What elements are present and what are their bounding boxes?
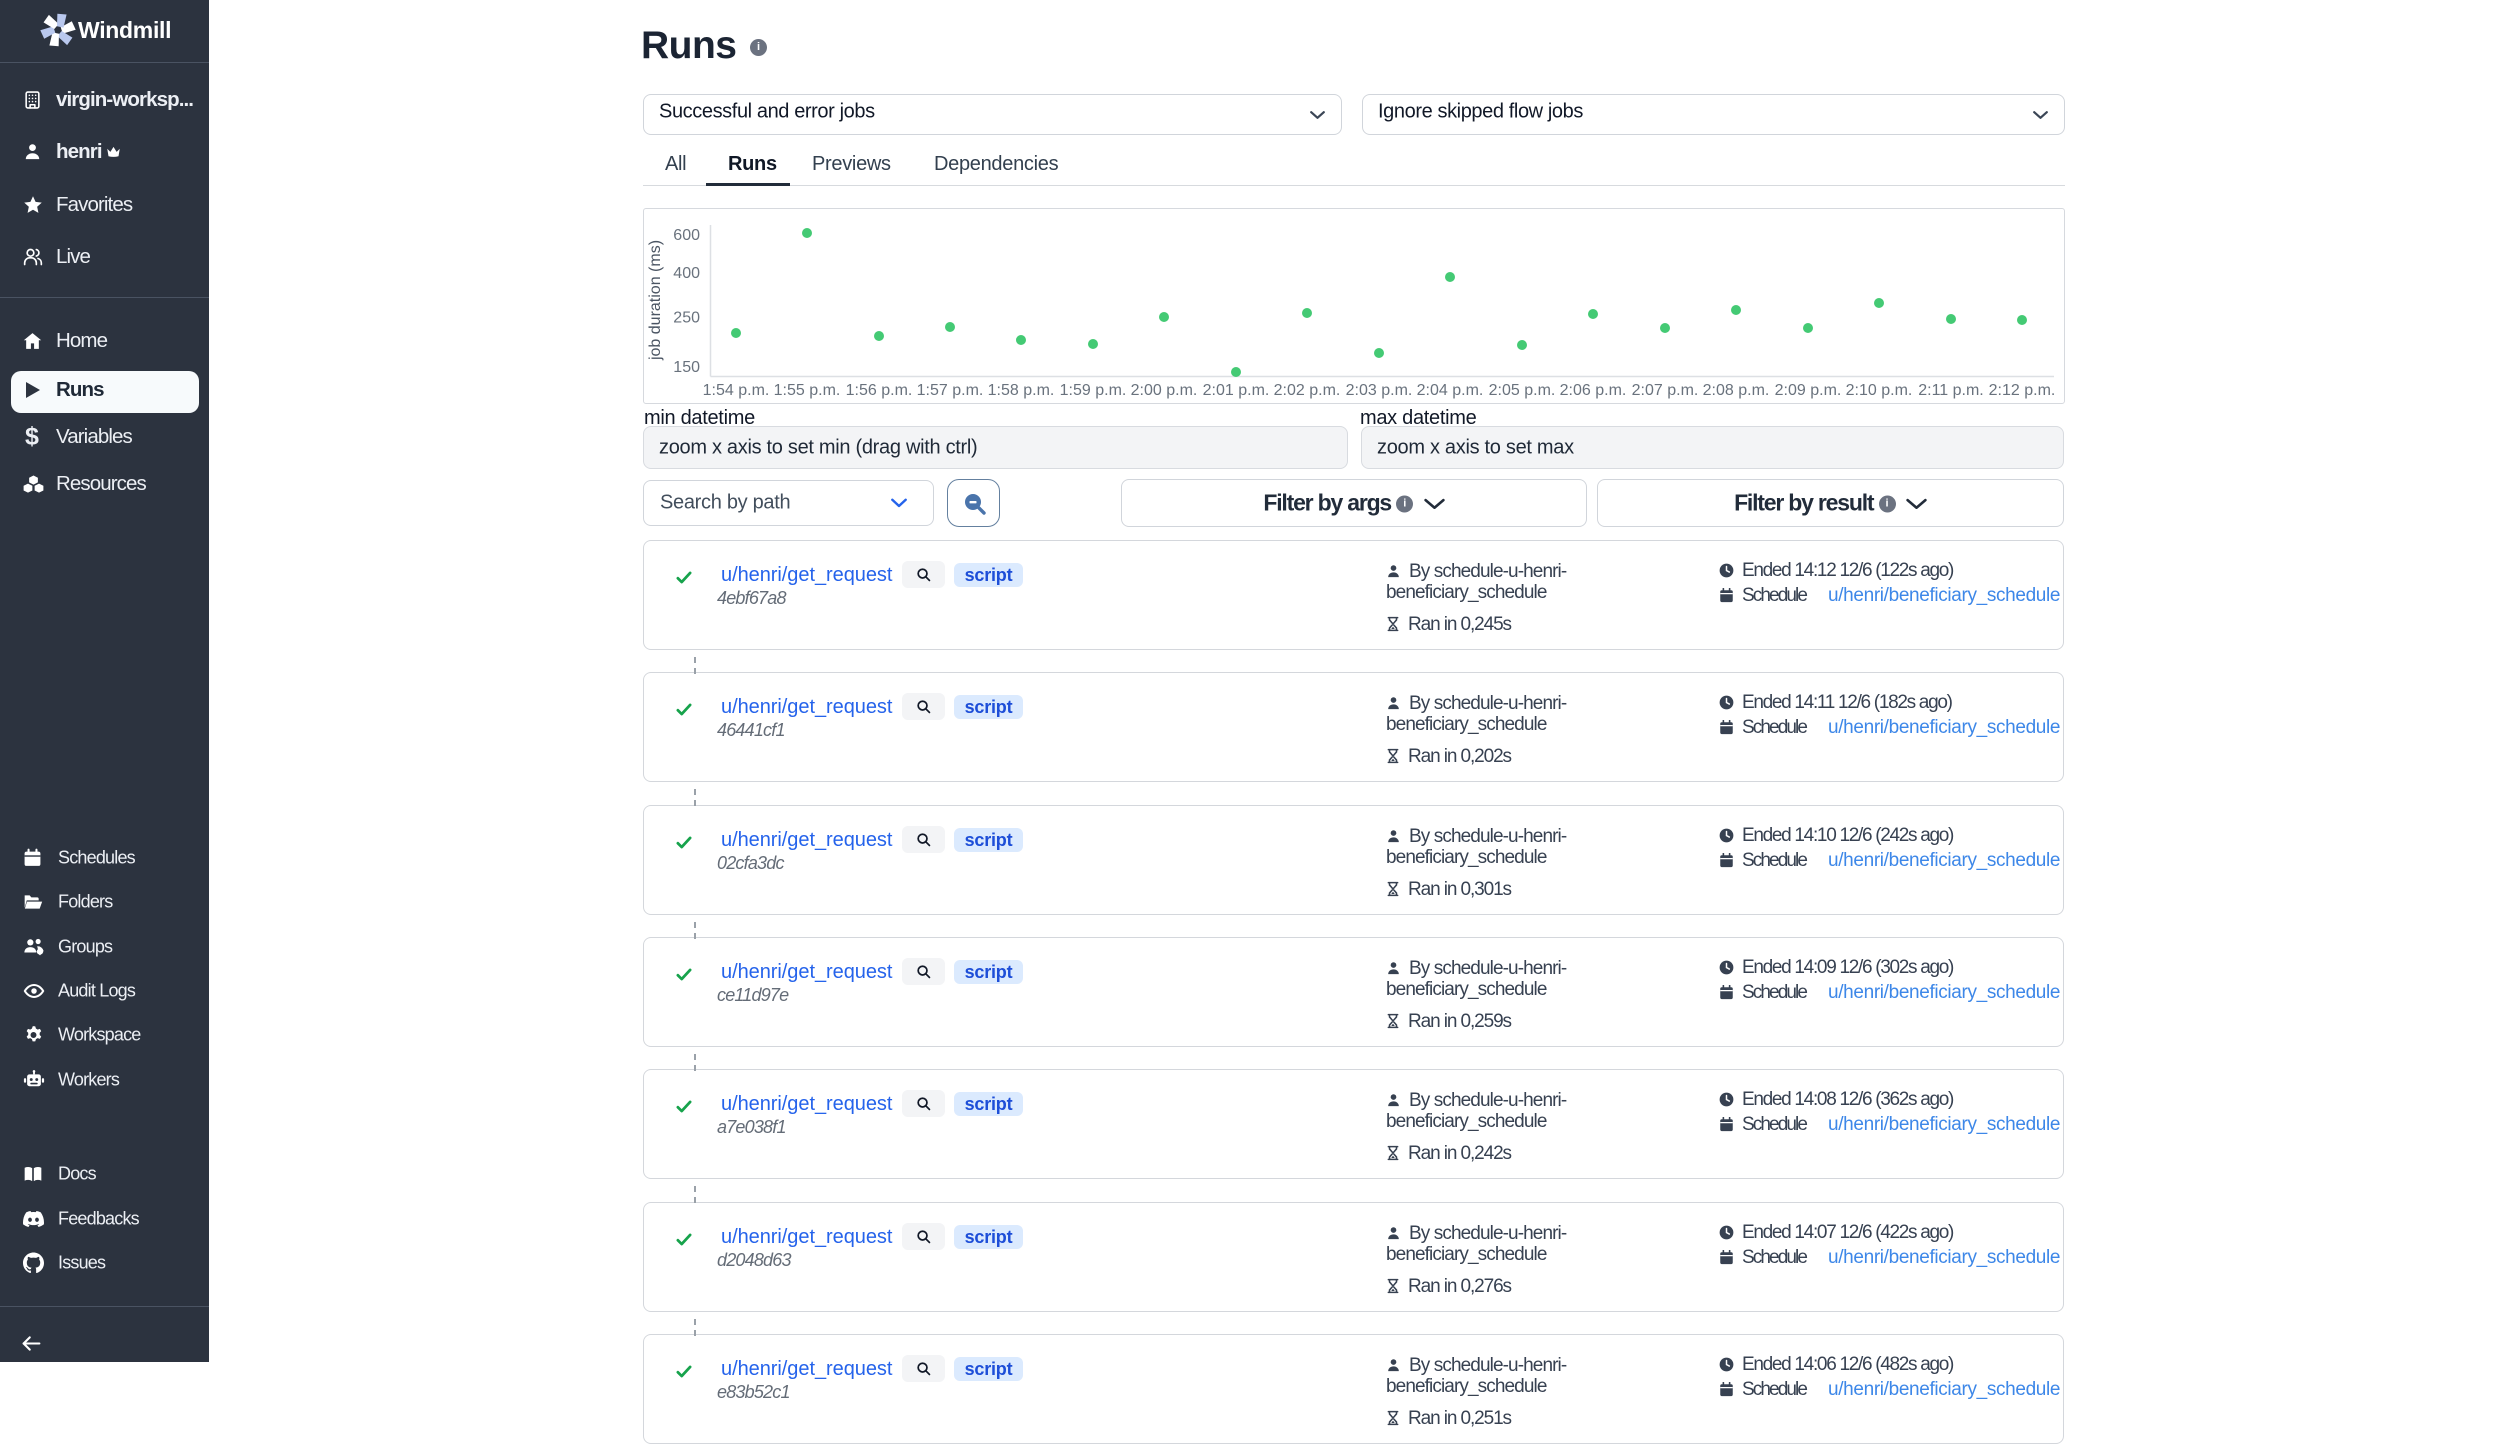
svg-text:250: 250 bbox=[673, 310, 700, 327]
svg-text:2:08 p.m.: 2:08 p.m. bbox=[1703, 382, 1770, 399]
svg-text:2:02 p.m.: 2:02 p.m. bbox=[1274, 382, 1341, 399]
svg-text:2:12 p.m.: 2:12 p.m. bbox=[1989, 382, 2056, 399]
svg-text:2:00 p.m.: 2:00 p.m. bbox=[1131, 382, 1198, 399]
svg-text:1:58 p.m.: 1:58 p.m. bbox=[988, 382, 1055, 399]
svg-text:2:09 p.m.: 2:09 p.m. bbox=[1775, 382, 1842, 399]
svg-text:1:59 p.m.: 1:59 p.m. bbox=[1060, 382, 1127, 399]
svg-text:2:11 p.m.: 2:11 p.m. bbox=[1918, 382, 1984, 399]
svg-text:2:07 p.m.: 2:07 p.m. bbox=[1632, 382, 1699, 399]
svg-text:2:01 p.m.: 2:01 p.m. bbox=[1203, 382, 1270, 399]
svg-text:job duration (ms): job duration (ms) bbox=[647, 240, 664, 361]
svg-text:1:55 p.m.: 1:55 p.m. bbox=[774, 382, 841, 399]
svg-text:600: 600 bbox=[673, 227, 700, 244]
svg-text:2:10 p.m.: 2:10 p.m. bbox=[1846, 382, 1913, 399]
svg-text:1:57 p.m.: 1:57 p.m. bbox=[917, 382, 984, 399]
svg-text:400: 400 bbox=[673, 265, 700, 282]
svg-text:1:54 p.m.: 1:54 p.m. bbox=[703, 382, 770, 399]
svg-text:2:05 p.m.: 2:05 p.m. bbox=[1489, 382, 1556, 399]
svg-text:1:56 p.m.: 1:56 p.m. bbox=[846, 382, 913, 399]
svg-text:2:04 p.m.: 2:04 p.m. bbox=[1417, 382, 1484, 399]
svg-text:150: 150 bbox=[673, 359, 700, 376]
svg-text:2:03 p.m.: 2:03 p.m. bbox=[1346, 382, 1413, 399]
svg-text:2:06 p.m.: 2:06 p.m. bbox=[1560, 382, 1627, 399]
